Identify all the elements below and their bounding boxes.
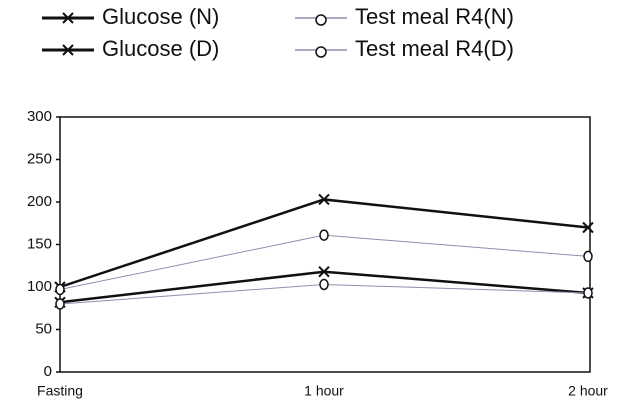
marker [55, 298, 65, 310]
legend-marker [62, 12, 74, 24]
legend-marker [62, 44, 74, 56]
plot-frame [59, 116, 591, 373]
series-line [59, 198, 589, 289]
marker [318, 265, 330, 278]
x-tick-label: 2 hour [568, 383, 608, 399]
legend-label: Glucose (D) [102, 36, 219, 61]
y-tick-label: 300 [27, 108, 52, 125]
legend-label: Glucose (N) [102, 4, 219, 29]
marker [583, 250, 593, 263]
y-tick-label: 50 [35, 320, 52, 337]
y-tick-label: 100 [27, 278, 52, 295]
x-tick-label: 1 hour [304, 383, 344, 399]
y-tick-label: 200 [27, 193, 52, 210]
marker [583, 287, 593, 299]
y-tick-label: 150 [27, 235, 52, 252]
legend-label: Test meal R4(N) [355, 4, 514, 29]
legend-marker [315, 14, 327, 26]
y-tick-label: 0 [44, 363, 52, 380]
legend-label: Test meal R4(D) [355, 36, 514, 61]
marker [319, 278, 329, 291]
y-tick-label: 250 [27, 150, 52, 167]
legend-marker [315, 46, 327, 58]
marker [318, 193, 330, 206]
x-tick-label: Fasting [37, 383, 83, 399]
marker [582, 221, 594, 234]
marker [319, 229, 329, 241]
marker [55, 283, 65, 296]
